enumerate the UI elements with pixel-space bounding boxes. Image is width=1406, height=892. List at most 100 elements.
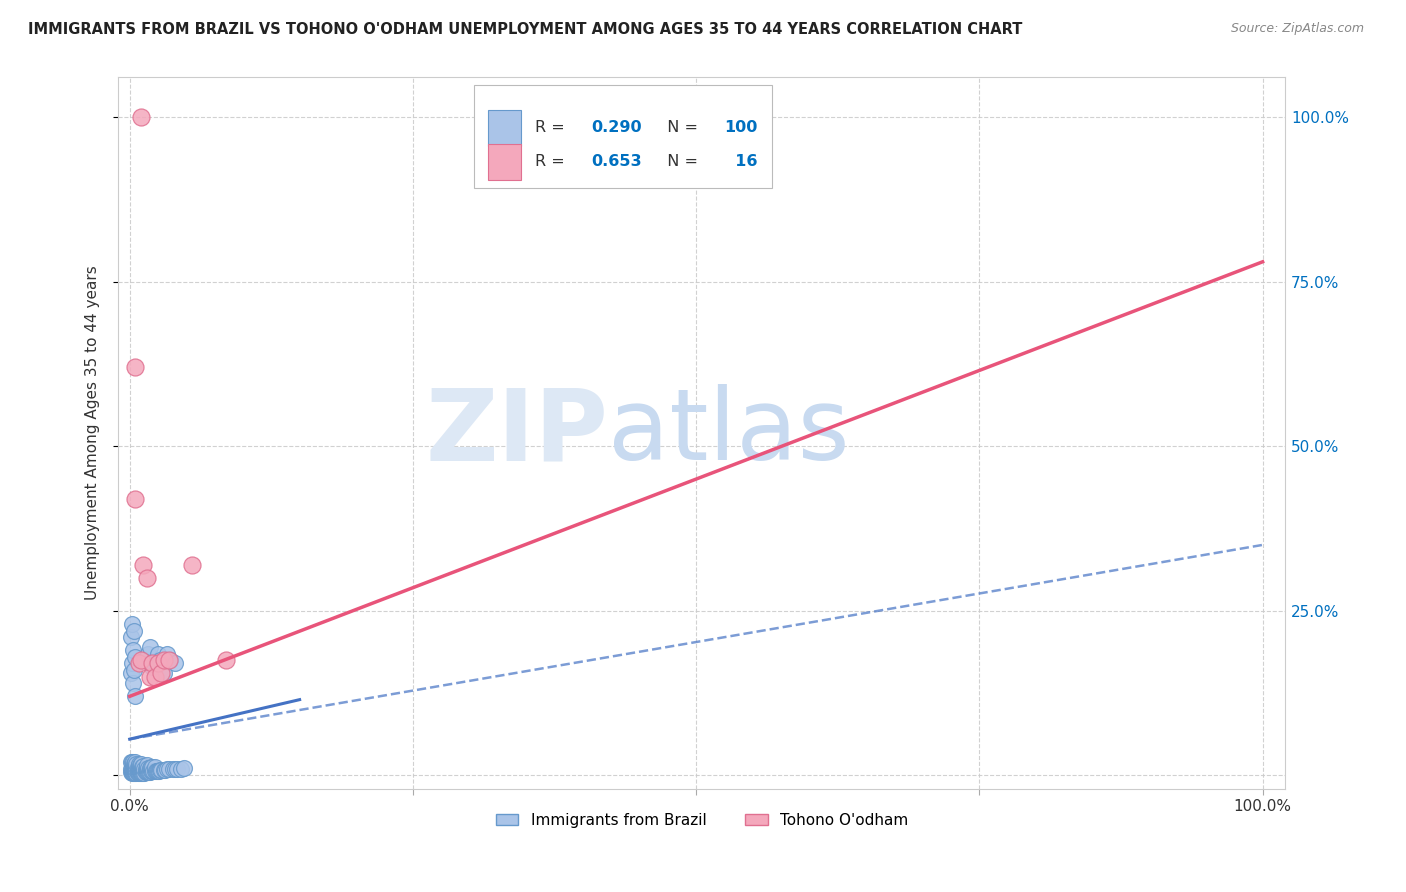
Point [128,756,150,771]
Point [121,657,143,671]
Point [143,760,166,774]
Point [181,558,204,572]
Bar [488,145,522,179]
Point [129,766,152,780]
Point [124,491,146,506]
Point [139,670,162,684]
Point [150,666,173,681]
Point [145,764,167,778]
Point [124,764,146,779]
Point [173,761,195,775]
Point [139,640,162,654]
Point [159,653,181,667]
Point [162,763,184,777]
Point [157,763,180,777]
Point [135,765,157,780]
Point [136,765,159,780]
Point [120,762,142,776]
Point [135,571,157,585]
Point [132,765,155,780]
Point [143,764,166,779]
Point [141,764,163,779]
Point [215,653,238,667]
Text: 0.290: 0.290 [591,120,641,136]
Bar [488,110,522,145]
Text: N =: N = [658,154,703,169]
Point [127,766,149,780]
Point [128,763,150,777]
Point [121,766,143,780]
Point [121,616,143,631]
Point [121,764,143,779]
Point [135,762,157,776]
Point [122,624,145,638]
Point [120,755,142,769]
Point [124,758,146,772]
Point [125,765,148,780]
Point [138,765,160,780]
Point [122,758,145,772]
Point [149,763,172,777]
Text: 100: 100 [724,120,758,136]
Point [124,762,146,776]
Legend: Immigrants from Brazil, Tohono O'odham: Immigrants from Brazil, Tohono O'odham [489,807,914,834]
Point [134,765,156,780]
Point [136,761,159,775]
Point [122,764,145,778]
Point [128,766,150,780]
Point [132,558,155,572]
Point [122,756,145,771]
Point [128,761,150,775]
Point [141,764,163,779]
Text: 16: 16 [724,154,758,169]
Point [129,110,152,124]
Point [153,763,176,777]
Point [141,657,163,671]
Point [146,657,169,671]
Point [122,765,145,780]
Point [129,756,152,771]
Point [125,760,148,774]
Point [166,762,188,776]
Point [122,663,145,677]
Point [120,765,142,780]
Text: ZIP: ZIP [426,384,609,482]
Point [122,762,145,776]
Point [124,360,146,375]
Point [125,763,148,777]
Point [152,653,174,667]
Point [122,763,145,777]
Point [128,757,150,772]
Point [150,763,173,777]
Point [139,765,162,780]
Text: Source: ZipAtlas.com: Source: ZipAtlas.com [1230,22,1364,36]
Point [128,765,150,780]
Point [163,762,186,776]
Point [148,764,170,778]
Point [136,647,159,661]
Point [125,756,148,771]
Point [156,763,179,777]
Point [120,630,142,644]
Point [142,764,165,779]
Point [122,643,145,657]
Point [121,762,143,776]
Point [127,760,149,774]
Point [129,760,152,774]
Point [152,763,174,777]
Point [157,653,180,667]
Point [152,666,174,681]
Point [135,765,157,780]
Y-axis label: Unemployment Among Ages 35 to 44 years: Unemployment Among Ages 35 to 44 years [86,266,100,600]
Point [141,760,163,774]
Point [135,762,157,776]
Point [128,657,150,671]
Point [143,670,166,684]
Point [146,764,169,778]
Text: 0.653: 0.653 [591,154,641,169]
Point [156,647,179,661]
Point [121,755,143,769]
Text: R =: R = [534,120,569,136]
Point [129,764,152,778]
Point [132,759,155,773]
